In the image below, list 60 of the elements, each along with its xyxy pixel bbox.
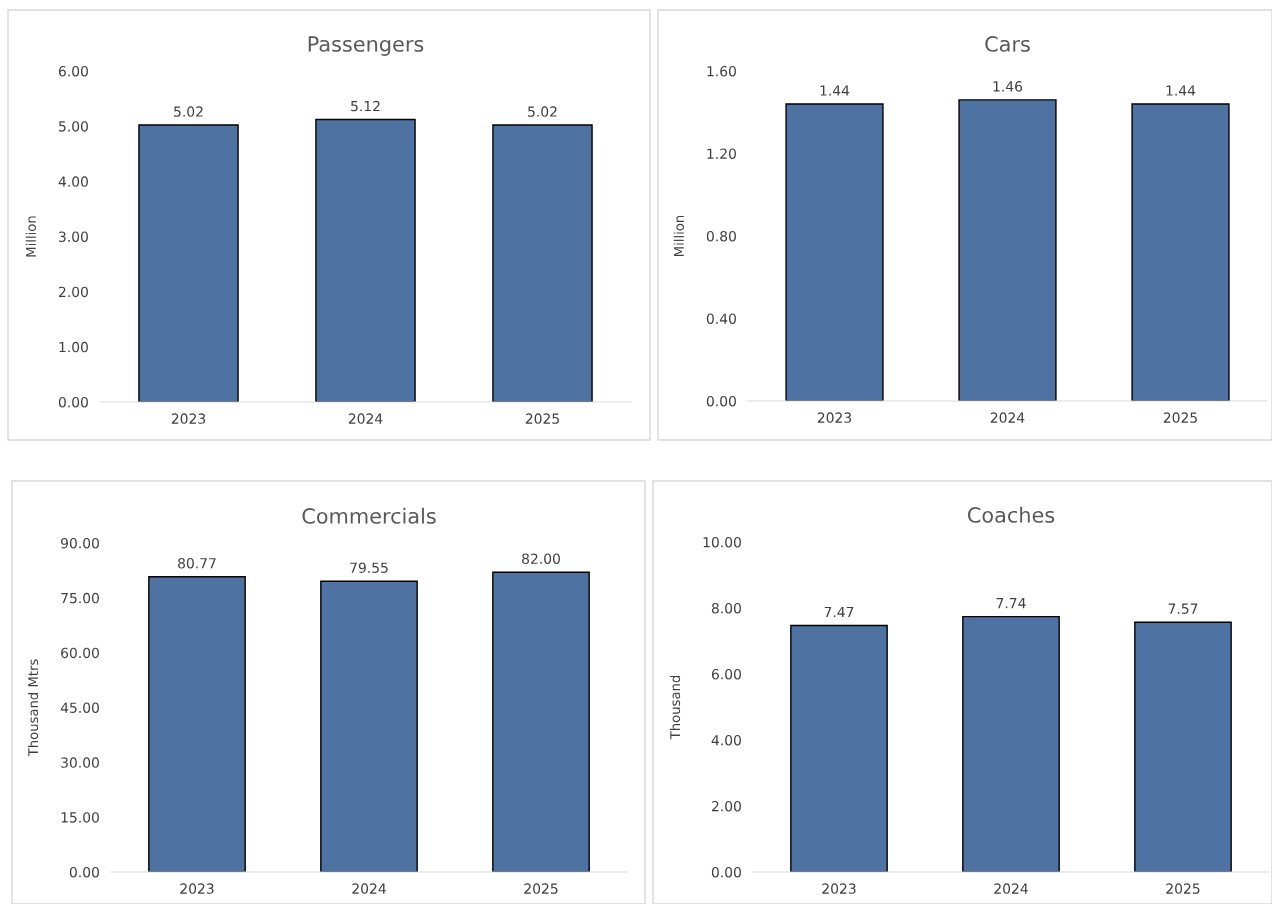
bar <box>492 571 590 872</box>
y-tick-label: 0.00 <box>69 866 99 878</box>
y-tick-label: 45.00 <box>60 702 99 713</box>
chart-title: Passengers <box>308 36 424 56</box>
x-tick-label: 2023 <box>171 413 206 424</box>
x-tick-label: 2025 <box>1166 883 1200 894</box>
data-label: 7.47 <box>824 606 854 618</box>
x-tick-label: 2025 <box>525 413 559 424</box>
data-label: 5.02 <box>174 106 203 117</box>
data-label: 7.74 <box>996 598 1026 609</box>
y-tick-label: 10.00 <box>703 536 741 548</box>
y-tick-label: 15.00 <box>61 812 99 823</box>
data-label: 79.55 <box>350 562 388 573</box>
data-label: 1.44 <box>820 85 850 96</box>
x-tick-label: 2024 <box>348 413 383 424</box>
y-tick-label: 30.00 <box>61 757 99 768</box>
y-tick-label: 0.00 <box>706 395 736 407</box>
y-tick-label: 6.00 <box>711 668 741 680</box>
chart-title: Commercials <box>302 507 436 524</box>
data-label: 1.46 <box>993 81 1023 92</box>
data-label: 5.12 <box>351 100 380 112</box>
x-tick-label: 2025 <box>524 883 558 894</box>
y-tick-label: 4.00 <box>711 734 741 746</box>
x-tick-label: 2024 <box>994 883 1028 894</box>
data-label: 80.77 <box>178 557 216 569</box>
y-tick-label: 0.00 <box>711 866 741 878</box>
y-tick-label: 8.00 <box>711 602 741 614</box>
data-label: 5.02 <box>528 106 557 117</box>
y-tick-label: 1.60 <box>707 65 736 77</box>
data-label: 82.00 <box>522 553 560 564</box>
y-tick-label: 1.00 <box>59 341 88 353</box>
bar <box>320 580 418 872</box>
x-tick-label: 2025 <box>1163 412 1197 423</box>
data-label: 7.57 <box>1168 603 1198 614</box>
y-tick-label: 90.00 <box>61 537 99 549</box>
y-tick-label: 0.80 <box>706 230 736 242</box>
x-tick-label: 2023 <box>822 883 856 894</box>
y-axis-title: Thousand Mtrs <box>27 659 39 757</box>
x-tick-label: 2024 <box>352 883 386 894</box>
y-tick-label: 5.00 <box>59 121 88 132</box>
y-axis-title: Thousand <box>669 675 681 740</box>
chart-title: Coaches <box>967 506 1055 523</box>
y-tick-label: 2.00 <box>58 286 88 298</box>
y-axis-title: Million <box>673 215 684 256</box>
x-tick-label: 2023 <box>817 412 852 423</box>
y-tick-label: 60.00 <box>61 647 99 659</box>
y-axis-title: Million <box>25 216 36 257</box>
y-tick-label: 4.00 <box>58 176 88 187</box>
y-tick-label: 6.00 <box>58 65 88 77</box>
y-tick-label: 3.00 <box>59 231 88 242</box>
data-label: 1.44 <box>1166 85 1196 96</box>
y-tick-label: 2.00 <box>711 800 741 812</box>
y-tick-label: 0.40 <box>706 313 736 324</box>
y-tick-label: 0.00 <box>58 396 88 408</box>
x-tick-label: 2023 <box>180 883 214 894</box>
x-tick-label: 2024 <box>990 412 1025 423</box>
chart-title: Cars <box>985 36 1030 52</box>
y-tick-label: 75.00 <box>61 592 99 604</box>
y-tick-label: 1.20 <box>707 148 736 159</box>
bar <box>148 576 246 872</box>
